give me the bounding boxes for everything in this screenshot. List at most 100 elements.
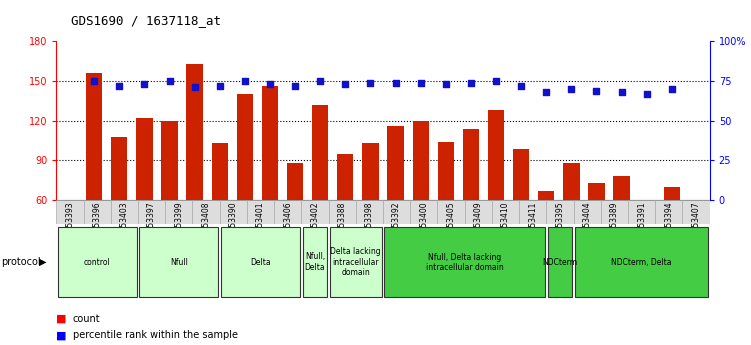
Text: Delta lacking
intracellular
domain: Delta lacking intracellular domain [330, 247, 381, 277]
Bar [388, 126, 404, 200]
Text: Nfull,
Delta: Nfull, Delta [305, 253, 325, 272]
Bar [383, 200, 410, 224]
Text: NDCterm, Delta: NDCterm, Delta [611, 258, 672, 267]
Bar [437, 200, 465, 224]
Bar [165, 200, 192, 224]
Text: control: control [84, 258, 110, 267]
Bar [588, 183, 605, 200]
Bar [111, 137, 128, 200]
Bar [538, 191, 554, 200]
Point [364, 80, 376, 86]
Bar [547, 200, 574, 224]
Text: GSM53400: GSM53400 [419, 201, 428, 243]
Bar [655, 200, 683, 224]
Text: GSM53407: GSM53407 [692, 201, 701, 243]
Point [566, 86, 578, 92]
Bar [274, 200, 301, 224]
Bar [301, 200, 328, 224]
Point [289, 83, 301, 89]
Text: GDS1690 / 1637118_at: GDS1690 / 1637118_at [71, 14, 222, 27]
Text: percentile rank within the sample: percentile rank within the sample [73, 331, 238, 340]
Point [490, 78, 502, 84]
Bar [513, 148, 529, 200]
Point [138, 81, 150, 87]
Bar [161, 121, 178, 200]
Text: GSM53405: GSM53405 [447, 201, 456, 243]
Text: NDCterm: NDCterm [542, 258, 578, 267]
Text: GSM53399: GSM53399 [174, 201, 183, 243]
Point [666, 86, 678, 92]
Text: ■: ■ [56, 314, 71, 324]
Point [239, 78, 251, 84]
Point [164, 78, 176, 84]
Bar [519, 200, 547, 224]
Bar [362, 143, 379, 200]
Point [113, 83, 125, 89]
Text: GSM53388: GSM53388 [338, 201, 347, 243]
Point [88, 78, 100, 84]
Bar [463, 129, 479, 200]
Bar [563, 163, 580, 200]
Text: GSM53404: GSM53404 [583, 201, 592, 243]
Text: count: count [73, 314, 101, 324]
Point [415, 80, 427, 86]
Text: GSM53398: GSM53398 [365, 201, 374, 243]
Bar [337, 154, 354, 200]
Bar [614, 176, 630, 200]
FancyBboxPatch shape [303, 227, 327, 297]
Text: GSM53408: GSM53408 [201, 201, 210, 243]
FancyBboxPatch shape [58, 227, 137, 297]
Bar [219, 200, 247, 224]
Bar [186, 64, 203, 200]
Bar [356, 200, 383, 224]
Text: GSM53410: GSM53410 [501, 201, 510, 243]
Bar [574, 200, 601, 224]
Text: GSM53392: GSM53392 [392, 201, 401, 243]
FancyBboxPatch shape [330, 227, 382, 297]
Bar [287, 163, 303, 200]
Bar [247, 200, 274, 224]
Text: ■: ■ [56, 331, 71, 340]
Point [189, 85, 201, 90]
Text: GSM53396: GSM53396 [92, 201, 101, 243]
Text: GSM53394: GSM53394 [665, 201, 674, 243]
Point [440, 81, 452, 87]
Bar [465, 200, 492, 224]
FancyBboxPatch shape [385, 227, 545, 297]
Point [314, 78, 326, 84]
Bar [312, 105, 328, 200]
Point [540, 89, 552, 95]
Text: GSM53401: GSM53401 [256, 201, 265, 243]
Text: GSM53389: GSM53389 [610, 201, 619, 243]
Bar [601, 200, 628, 224]
Text: GSM53402: GSM53402 [310, 201, 319, 243]
Bar [438, 142, 454, 200]
Bar [86, 73, 102, 200]
Text: GSM53397: GSM53397 [147, 201, 156, 243]
Bar [83, 200, 111, 224]
Bar [410, 200, 437, 224]
Bar [328, 200, 356, 224]
Bar [628, 200, 655, 224]
Point [214, 83, 226, 89]
Text: GSM53391: GSM53391 [637, 201, 646, 243]
Text: Delta: Delta [250, 258, 271, 267]
Bar [192, 200, 219, 224]
Point [339, 81, 351, 87]
Point [465, 80, 477, 86]
Bar [212, 143, 228, 200]
FancyBboxPatch shape [575, 227, 708, 297]
Text: ▶: ▶ [39, 257, 47, 267]
Point [390, 80, 402, 86]
Bar [664, 187, 680, 200]
Text: GSM53393: GSM53393 [65, 201, 74, 243]
FancyBboxPatch shape [547, 227, 572, 297]
Bar [488, 110, 504, 200]
Point [641, 91, 653, 97]
Point [616, 89, 628, 95]
Bar [683, 200, 710, 224]
Point [515, 83, 527, 89]
Point [590, 88, 602, 93]
Text: GSM53390: GSM53390 [229, 201, 238, 243]
Text: protocol: protocol [1, 257, 41, 267]
